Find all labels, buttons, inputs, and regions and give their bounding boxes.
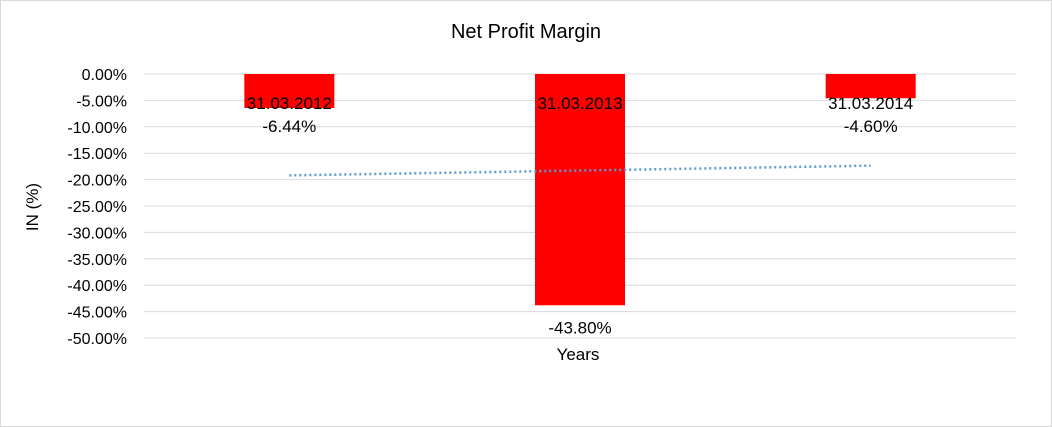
bars (244, 74, 916, 306)
y-tick-label: -25.00% (67, 199, 127, 216)
bar-31.03.2012 (244, 74, 335, 109)
chart-title: Net Profit Margin (451, 21, 601, 43)
y-tick-label: -50.00% (67, 331, 127, 348)
y-tick-label: 0.00% (82, 67, 127, 84)
trendline (289, 164, 871, 177)
y-tick-label: -20.00% (67, 173, 127, 190)
y-tick-label: -10.00% (67, 120, 127, 137)
bar-31.03.2014 (825, 74, 916, 99)
bar-31.03.2013 (535, 74, 625, 306)
y-tick-label: -35.00% (67, 252, 127, 269)
y-tick-label: -30.00% (67, 225, 127, 242)
y-tick-label: -5.00% (76, 93, 127, 110)
labels: 31.03.2012 -6.44% 31.03.2013 -43.80% 31.03.2… (247, 94, 913, 337)
x-axis-title: Years (557, 345, 600, 364)
category-label: 31.03.2013 (537, 94, 622, 113)
y-axis-ticks: 0.00% -5.00% -10.00% -15.00% -20.00% -25.00% -… (67, 67, 127, 348)
y-tick-label: -40.00% (67, 278, 127, 295)
category-label: 31.03.2012 (247, 94, 332, 113)
data-label: -4.60% (844, 117, 898, 136)
data-label: -6.44% (262, 117, 316, 136)
trendline-group (289, 164, 871, 177)
y-tick-label: -15.00% (67, 146, 127, 163)
y-tick-label: -45.00% (67, 305, 127, 322)
category-label: 31.03.2014 (828, 94, 913, 113)
y-axis-title: IN (%) (23, 183, 42, 231)
data-label: -43.80% (548, 318, 611, 337)
